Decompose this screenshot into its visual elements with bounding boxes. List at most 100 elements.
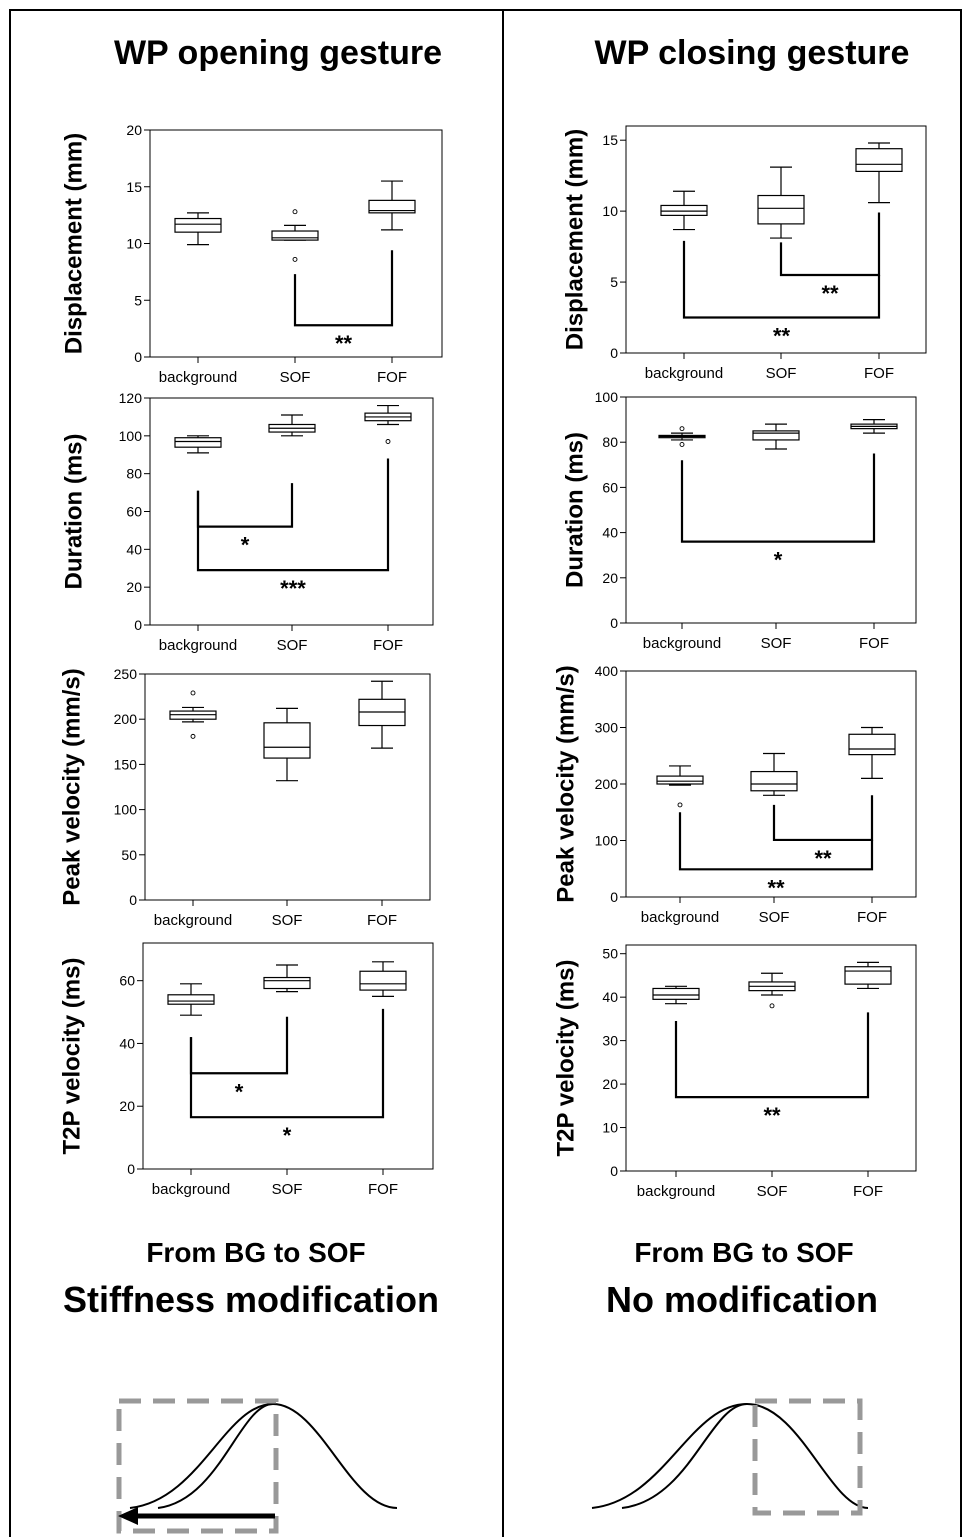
x-tick-label: background: [152, 1181, 230, 1198]
y-tick-label: 0: [134, 617, 142, 633]
box-SOF: [752, 423, 800, 450]
y-tick-label: 5: [134, 292, 142, 308]
outlier-point: [292, 209, 298, 215]
significance-label: **: [814, 846, 832, 871]
outlier-point: [190, 733, 196, 739]
x-tick-label: FOF: [367, 912, 397, 929]
boxplot-chart: Displacement (mm) 0 5 10 15 background SOF FOF *…: [561, 125, 927, 382]
y-tick-label: 5: [610, 274, 618, 290]
boxplot-chart: Displacement (mm) 0 5 10 15 20 background SOF FO…: [60, 122, 443, 386]
outer-frame: [9, 9, 962, 1537]
y-tick-label: 20: [126, 579, 142, 595]
iqr-box: [750, 770, 798, 792]
x-tick-label: background: [159, 637, 237, 654]
significance-bracket: [779, 212, 881, 277]
y-tick-label: 0: [127, 1161, 135, 1177]
box-background: [658, 426, 706, 447]
box-FOF: [359, 961, 407, 997]
y-tick-label: 0: [134, 349, 142, 365]
plot-frame: [625, 396, 917, 624]
y-tick-label: 400: [595, 663, 619, 679]
significance-bracket: [682, 240, 881, 319]
boxplot-chart: Duration (ms) 0 20 40 60 80 100 background SOF FO…: [561, 389, 917, 652]
boxplot-chart: Duration (ms) 0 20 40 60 80 100 120 background SO…: [60, 390, 434, 654]
y-tick-label: 100: [595, 833, 619, 849]
significance-label: **: [773, 324, 791, 349]
box-FOF: [844, 961, 892, 990]
y-axis-label: Duration (ms): [60, 434, 87, 590]
closing-gesture-illustration: [591, 1398, 869, 1516]
iqr-box: [660, 204, 708, 216]
y-tick-label: 80: [602, 434, 618, 450]
outlier-point: [679, 426, 685, 432]
y-axis-label: Displacement (mm): [60, 133, 87, 354]
gesture-curve-shifted: [591, 1403, 748, 1509]
y-tick-label: 10: [602, 1120, 618, 1136]
box-FOF: [850, 419, 898, 434]
y-tick-label: 60: [119, 973, 135, 989]
y-tick-label: 120: [119, 390, 143, 406]
iqr-box: [174, 437, 222, 448]
outlier-point: [679, 442, 685, 447]
box-SOF: [757, 166, 805, 239]
x-tick-label: background: [641, 909, 719, 926]
x-tick-label: FOF: [368, 1181, 398, 1198]
significance-label: **: [763, 1103, 781, 1128]
opening-gesture-illustration: [116, 1398, 398, 1534]
y-axis-label: Duration (ms): [561, 432, 588, 588]
box-SOF: [750, 752, 798, 796]
x-tick-label: FOF: [859, 635, 889, 652]
y-tick-label: 50: [602, 946, 618, 962]
y-tick-label: 0: [610, 889, 618, 905]
significance-label: **: [767, 875, 785, 900]
summary-line2-closing: No modification: [606, 1279, 878, 1320]
box-SOF: [263, 964, 311, 993]
outlier-point: [385, 439, 391, 444]
x-tick-label: background: [159, 369, 237, 386]
y-tick-label: 40: [126, 541, 142, 557]
y-tick-label: 15: [126, 179, 142, 195]
box-SOF: [263, 707, 311, 782]
significance-bracket: [678, 812, 874, 871]
plot-frame: [625, 944, 917, 1172]
significance-bracket: [196, 458, 390, 572]
significance-bracket: [189, 1008, 385, 1119]
boxplot-chart: Peak velocity (mm/s) 0 50 100 150 200 250 backg…: [58, 666, 431, 929]
summary-line2-opening: Stiffness modification: [63, 1279, 439, 1320]
iqr-box: [368, 199, 416, 214]
x-tick-label: SOF: [766, 365, 797, 382]
significance-bracket: [293, 250, 394, 327]
highlight-box-right: [752, 1398, 863, 1516]
summary-line1-opening: From BG to SOF: [146, 1237, 365, 1268]
y-tick-label: 15: [602, 132, 618, 148]
boxplot-chart: T2P velocity (ms) 0 20 40 60 background SOF FOF…: [58, 942, 434, 1198]
plot-frame: [625, 125, 927, 354]
x-tick-label: FOF: [373, 637, 403, 654]
gesture-curve-original: [157, 1402, 398, 1509]
charts-layer: Displacement (mm) 0 5 10 15 20 background SOF FO…: [58, 122, 927, 1200]
iqr-box: [167, 994, 215, 1005]
y-tick-label: 300: [595, 720, 619, 736]
box-SOF: [268, 414, 316, 437]
x-tick-label: FOF: [377, 369, 407, 386]
x-tick-label: SOF: [761, 635, 792, 652]
iqr-box: [752, 430, 800, 441]
significance-bracket: [196, 483, 294, 528]
x-tick-label: FOF: [853, 1183, 883, 1200]
shift-arrowhead: [118, 1507, 138, 1525]
y-tick-label: 0: [129, 892, 137, 908]
iqr-box: [652, 987, 700, 1000]
x-tick-label: SOF: [272, 912, 303, 929]
x-tick-label: SOF: [272, 1181, 303, 1198]
x-tick-label: FOF: [864, 365, 894, 382]
significance-bracket: [680, 453, 876, 543]
box-background: [169, 690, 217, 739]
y-axis-label: T2P velocity (ms): [58, 958, 85, 1155]
y-tick-label: 40: [602, 989, 618, 1005]
y-tick-label: 20: [602, 570, 618, 586]
y-axis-label: Peak velocity (mm/s): [552, 665, 579, 902]
y-tick-label: 20: [126, 122, 142, 138]
significance-bracket: [674, 1012, 870, 1099]
outlier-point: [677, 802, 683, 808]
